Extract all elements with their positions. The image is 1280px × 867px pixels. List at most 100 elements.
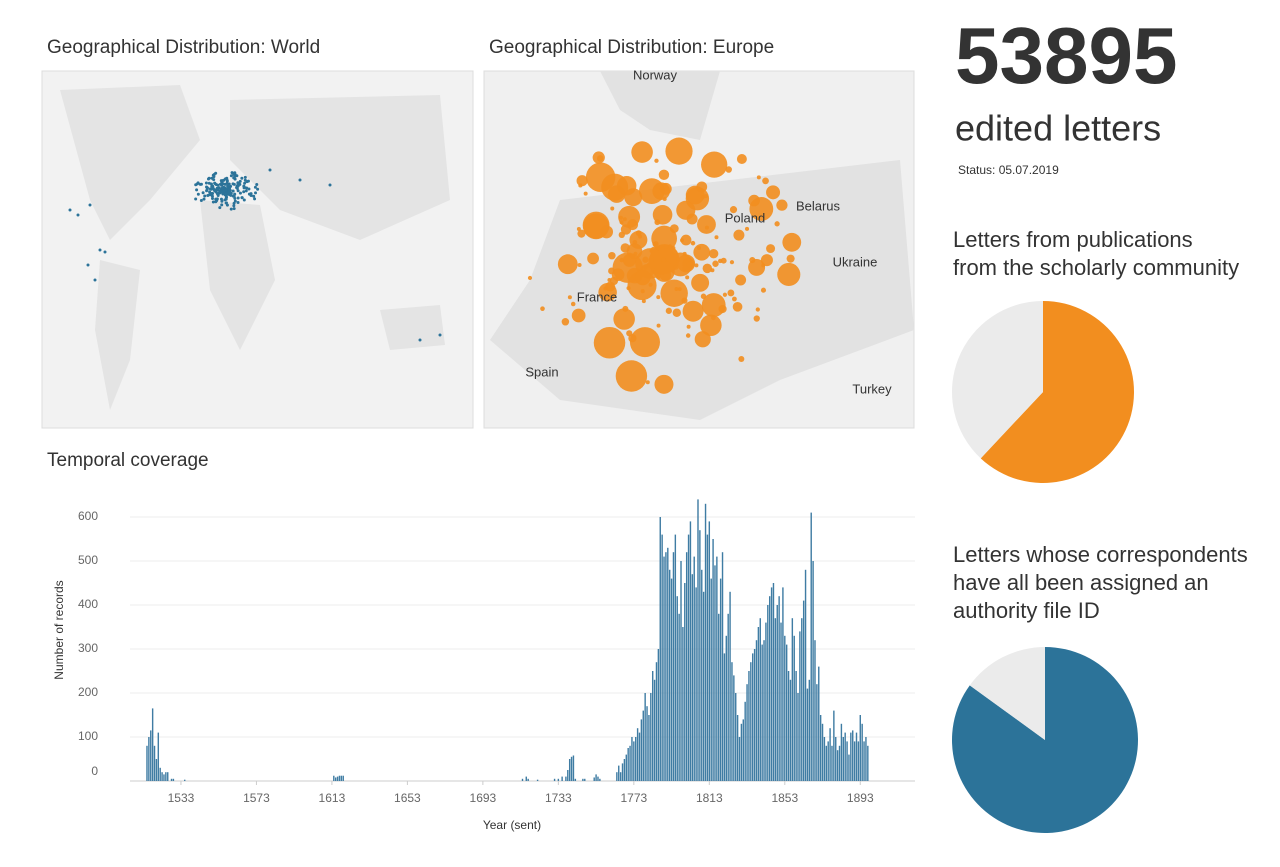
europe-dot — [749, 197, 774, 221]
bar — [697, 499, 699, 781]
y-tick-label: 500 — [78, 553, 98, 567]
europe-dot — [727, 289, 735, 297]
europe-dot — [697, 246, 702, 251]
world-dot — [221, 186, 225, 190]
map-label: Turkey — [852, 381, 892, 396]
europe-dot — [720, 257, 727, 264]
bar — [616, 772, 618, 781]
bar — [621, 763, 624, 781]
europe-dot — [711, 315, 716, 321]
world-dot — [209, 182, 213, 186]
bar — [644, 693, 646, 781]
bar — [821, 723, 824, 781]
bar — [829, 728, 831, 781]
world-dot — [268, 168, 272, 172]
europe-dot — [665, 137, 693, 165]
y-tick-label: 600 — [78, 509, 98, 523]
bar — [619, 772, 622, 781]
world-dot — [253, 197, 257, 201]
chart-title: Temporal coverage — [47, 450, 209, 471]
world-dot — [242, 190, 246, 194]
bar — [719, 578, 722, 781]
europe-dot — [659, 182, 672, 195]
europe-dot — [653, 260, 675, 282]
europe-dot — [748, 258, 766, 276]
world-dots — [68, 168, 442, 342]
bar — [825, 745, 828, 781]
europe-dot — [686, 261, 693, 268]
bar — [787, 671, 790, 781]
europe-dot — [587, 252, 599, 265]
europe-dot — [744, 226, 750, 231]
y-axis-title: Number of records — [52, 580, 66, 679]
bar — [184, 779, 186, 781]
map-label: Spain — [525, 364, 558, 379]
world-dot — [238, 182, 242, 186]
bar — [146, 745, 148, 781]
bar — [780, 622, 782, 781]
europe-dot — [618, 231, 625, 239]
bar — [710, 578, 712, 781]
europe-dot — [756, 175, 761, 180]
europe-dot — [685, 186, 710, 211]
europe-dot — [686, 324, 691, 329]
world-dot — [235, 186, 239, 190]
pie-title: from the scholarly community — [953, 255, 1239, 280]
world-dot — [218, 191, 222, 195]
bar — [861, 723, 863, 781]
europe-dot — [660, 279, 688, 307]
europe-dot — [673, 264, 679, 270]
world-dot — [219, 197, 223, 201]
europe-dot — [577, 263, 582, 268]
bar — [731, 662, 733, 781]
europe-dots — [527, 137, 802, 394]
europe-dot — [672, 308, 682, 317]
bar — [748, 671, 750, 781]
world-dot — [93, 278, 97, 282]
world-dot — [210, 176, 214, 180]
bar — [668, 569, 671, 781]
bar — [723, 653, 726, 781]
world-land — [60, 85, 450, 410]
world-dot — [98, 248, 102, 252]
pie-title: Letters whose correspondents — [953, 542, 1248, 567]
bar — [838, 745, 841, 781]
europe-dot — [690, 240, 696, 246]
world-dot — [328, 183, 332, 187]
x-tick-label: 1773 — [620, 791, 647, 805]
europe-dot — [576, 175, 588, 187]
world-dot — [207, 176, 211, 180]
world-dot — [233, 177, 237, 181]
bar — [718, 613, 720, 781]
europe-dot — [640, 289, 645, 294]
bar — [767, 605, 769, 781]
bar — [835, 737, 837, 781]
bar — [806, 688, 809, 781]
europe-dot — [615, 360, 648, 392]
europe-dot — [613, 308, 635, 330]
x-tick-label: 1853 — [771, 791, 798, 805]
europe-dot — [608, 267, 615, 275]
bar — [631, 737, 633, 781]
europe-dot — [635, 269, 651, 286]
world-dot — [231, 189, 235, 193]
map-label: Belarus — [796, 198, 841, 213]
bar — [340, 775, 343, 781]
bar — [567, 770, 569, 781]
bar — [848, 754, 850, 781]
bar — [159, 767, 161, 781]
y-tick-label: 200 — [78, 685, 98, 699]
world-dot — [76, 213, 80, 217]
bar — [733, 675, 735, 781]
world-dot — [236, 200, 240, 204]
world-dot — [247, 187, 251, 191]
bar — [685, 552, 688, 781]
world-dot — [233, 199, 237, 203]
europe-dot — [708, 248, 719, 259]
bar — [648, 715, 650, 781]
bar — [161, 772, 163, 781]
pie-title: Letters from publications — [953, 227, 1193, 252]
world-dot — [103, 250, 107, 254]
bar — [155, 759, 158, 781]
world-dot — [215, 197, 219, 201]
